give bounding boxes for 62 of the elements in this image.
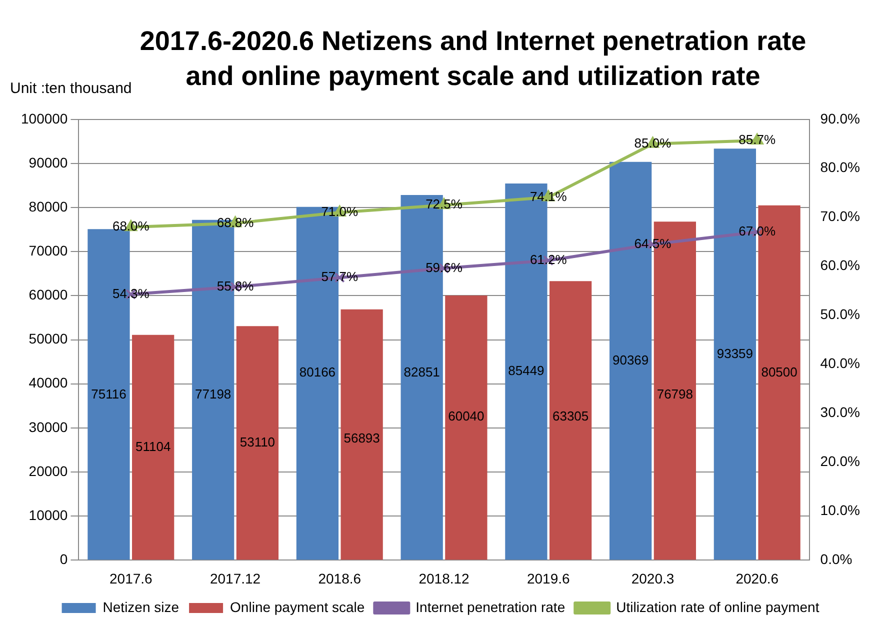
data-label: 80166 (299, 364, 336, 380)
y2-tick-label: 70.0% (820, 208, 860, 224)
data-label: 74.1% (530, 188, 568, 204)
data-label: 53110 (240, 434, 276, 450)
data-label: 57.7% (321, 269, 359, 284)
legend-label: Online payment scale (230, 598, 365, 615)
y-axis-title: Unit :ten thousand (10, 80, 132, 97)
x-tick-label: 2020.6 (736, 570, 779, 586)
data-label: 93359 (716, 346, 754, 361)
bar (340, 309, 383, 560)
y-tick-label: 80000 (28, 198, 68, 214)
data-label: 60040 (448, 408, 484, 424)
data-label: 80500 (761, 364, 798, 380)
y2-tick-label: 20.0% (820, 453, 860, 470)
data-label: 90369 (612, 352, 649, 368)
y2-tick-label: 0.0% (820, 551, 852, 568)
y2-tick-label: 30.0% (820, 404, 860, 420)
y-tick-label: 70000 (28, 242, 68, 258)
y-tick-label: 0 (60, 551, 68, 568)
bar (549, 281, 592, 560)
data-label: 64.5% (634, 236, 672, 251)
data-label: 76798 (656, 386, 694, 402)
x-tick-label: 2020.3 (631, 570, 674, 586)
y-tick-label: 100000 (21, 110, 68, 126)
y-tick-label: 50000 (28, 330, 68, 347)
data-label: 67.0% (738, 224, 776, 239)
data-label: 54.3% (112, 286, 150, 301)
y-tick-label: 60000 (28, 286, 68, 303)
data-label: 63305 (552, 408, 589, 424)
y-tick-label: 20000 (28, 462, 68, 479)
data-label: 82851 (404, 364, 440, 380)
y-tick-label: 90000 (28, 154, 68, 170)
legend-label: Netizen size (102, 598, 180, 615)
data-label: 71.0% (321, 204, 359, 220)
data-label: 72.5% (426, 196, 463, 212)
bar (132, 334, 174, 560)
bar (445, 296, 488, 560)
data-label: 77198 (195, 386, 232, 402)
y2-tick-label: 40.0% (820, 355, 860, 372)
data-label: 59.6% (426, 260, 463, 275)
x-tick-label: 2019.6 (526, 570, 570, 586)
y-tick-label: 40000 (28, 374, 68, 391)
chart-title: 2017.6-2020.6 Netizens and Internet penetration rate and online payment scale and utilization rate (138, 25, 808, 93)
y2-tick-label: 90.0% (820, 110, 860, 126)
y-tick-label: 30000 (28, 418, 68, 435)
data-label: 85449 (508, 363, 544, 378)
bar (236, 326, 279, 560)
legend-label: Internet penetration rate (416, 598, 566, 615)
legend-label: Utilization rate of online payment (616, 598, 820, 615)
data-label: 51104 (135, 438, 171, 454)
x-tick-label: 2017.12 (210, 570, 261, 586)
y2-tick-label: 80.0% (820, 159, 860, 176)
y2-tick-label: 50.0% (820, 306, 860, 322)
x-tick-label: 2017.6 (109, 570, 153, 586)
y2-tick-label: 10.0% (820, 502, 860, 518)
data-label: 56893 (344, 430, 380, 446)
x-tick-label: 2018.6 (318, 570, 362, 586)
data-label: 55.8% (216, 278, 254, 294)
y-tick-label: 10000 (28, 506, 68, 523)
x-tick-label: 2018.12 (418, 570, 470, 586)
y2-tick-label: 60.0% (820, 257, 860, 274)
data-label: 75116 (91, 386, 126, 402)
